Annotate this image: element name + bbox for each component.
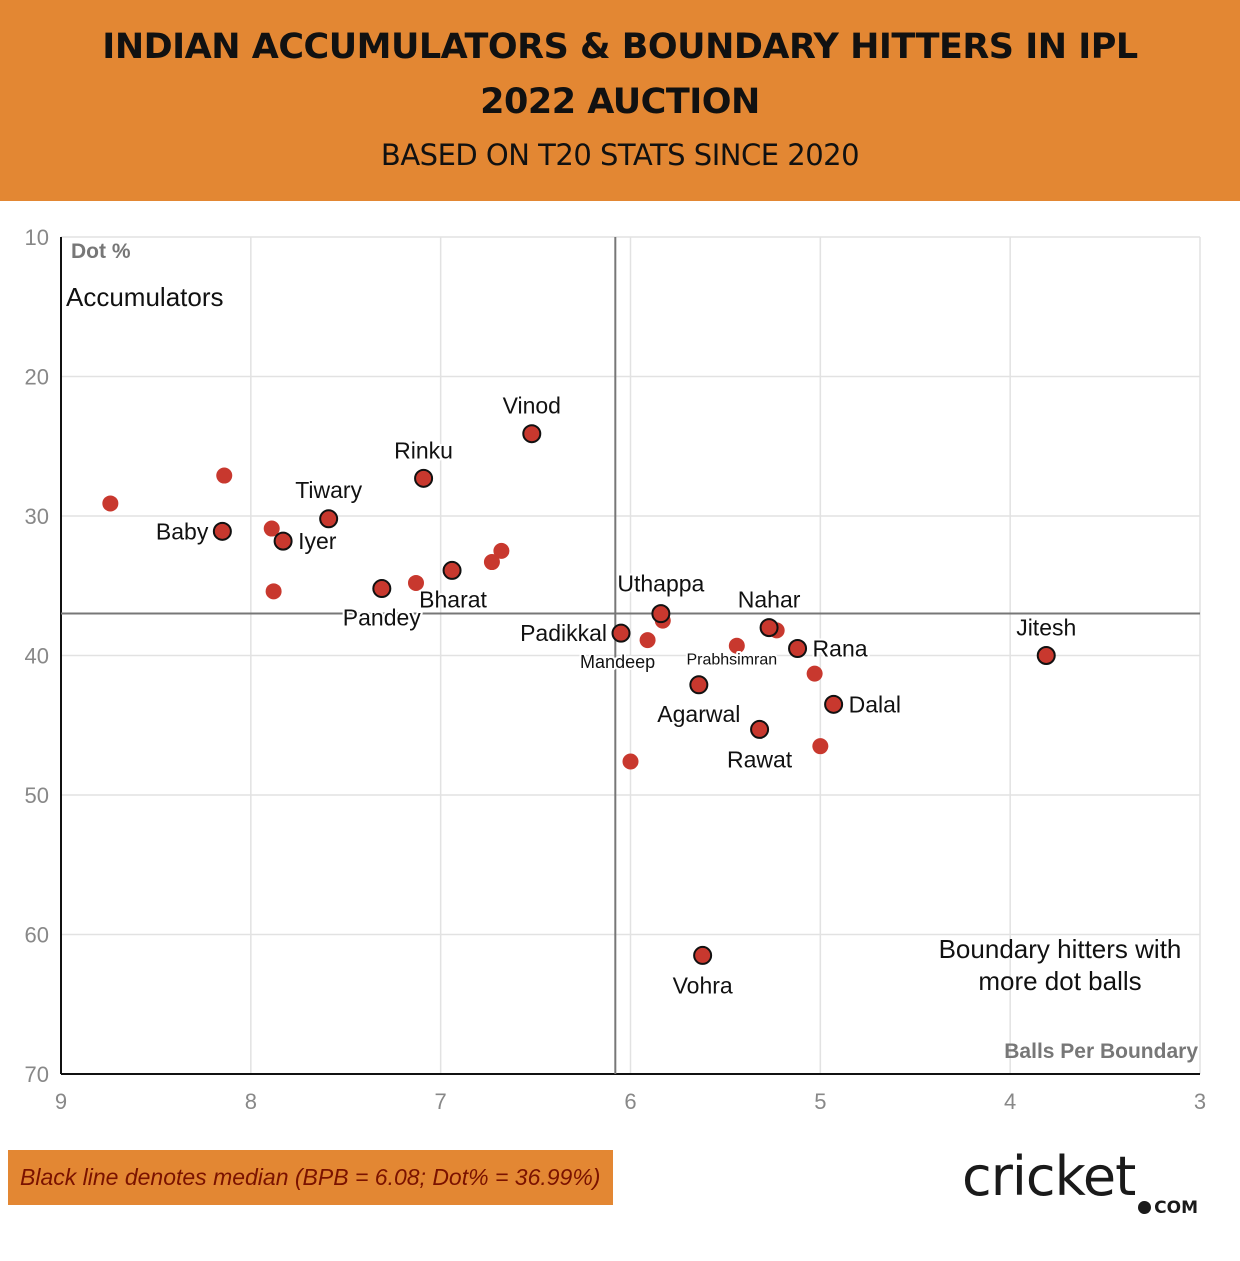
point-label-rinku: Rinku [394,437,453,463]
data-point [216,467,233,484]
point-label-padikkal: Padikkal [520,620,607,646]
data-point-jitesh [1036,646,1056,665]
point-label-tiwary: Tiwary [295,477,362,503]
point-label-rana: Rana [813,636,868,662]
logo-suffix: COM [1138,1198,1198,1218]
data-point [265,583,282,600]
chart-title: INDIAN ACCUMULATORS & BOUNDARY HITTERS I… [102,27,1138,122]
data-point-vinod [522,424,542,444]
median-note: Black line denotes median (BPB = 6.08; D… [8,1150,613,1205]
x-tick-label: 9 [55,1089,67,1114]
chart-header: INDIAN ACCUMULATORS & BOUNDARY HITTERS I… [0,0,1240,201]
data-point [812,738,829,755]
quadrant-label-boundary-hitters-line2: more dot balls [978,966,1141,996]
data-point [493,542,510,559]
scatter-plot: 9 8 7 6 5 4 3 10 20 30 40 50 60 70 Dot % Balls Per Boun… [25,225,1207,1114]
point-label-mandeep: Mandeep [580,652,655,672]
data-point [102,495,119,512]
quadrant-label-boundary-hitters-line1: Boundary hitters with [939,934,1182,964]
point-label-bharat: Bharat [419,586,487,612]
data-point [483,554,500,571]
x-tick-label: 8 [245,1089,257,1114]
point-label-nahar: Nahar [738,587,801,613]
point-label-uthappa: Uthappa [617,571,704,597]
y-tick-label: 40 [25,644,49,669]
data-point-rana [788,639,808,659]
y-axis-title: Dot % [71,240,131,263]
y-tick-label: 10 [25,225,49,250]
x-tick-label: 4 [1004,1089,1016,1114]
point-label-agarwal: Agarwal [657,701,740,727]
point-label-jitesh: Jitesh [1016,615,1076,641]
point-label-rawat: Rawat [727,746,793,772]
y-tick-label: 30 [25,504,49,529]
point-label-dalal: Dalal [849,691,901,717]
point-label-vinod: Vinod [503,393,561,419]
data-point-pandey [372,579,392,599]
x-tick-label: 6 [624,1089,636,1114]
data-point [806,665,823,682]
x-tick-label: 5 [814,1089,826,1114]
point-label-iyer: Iyer [298,528,337,554]
data-point-prabhsimran [728,637,745,654]
x-tick-label: 7 [435,1089,447,1114]
y-tick-label: 70 [25,1062,49,1087]
point-label-pandey: Pandey [343,605,422,631]
data-point [622,753,639,770]
point-label-vohra: Vohra [673,972,733,998]
y-tick-label: 50 [25,783,49,808]
data-point-iyer [273,531,293,551]
data-point-tiwary [319,509,339,529]
point-label-prabhsimran: Prabhsimran [686,652,777,669]
quadrant-label-accumulators: Accumulators [66,282,224,312]
data-point-agarwal [689,675,709,695]
data-point [407,574,424,591]
data-point-bharat [442,560,462,580]
data-point-rinku [414,468,434,488]
cricket-com-logo: cricket COM [962,1150,1202,1220]
data-point-dalal [824,694,844,714]
data-point-nahar [759,618,779,638]
data-point-padikkal [611,623,631,643]
data-point-mandeep [639,632,656,649]
data-point [263,520,280,537]
x-tick-label: 3 [1194,1089,1206,1114]
y-tick-label: 60 [25,923,49,948]
data-point-vohra [693,945,713,965]
y-tick-label: 20 [25,365,49,390]
chart-subtitle: BASED ON T20 STATS SINCE 2020 [380,138,860,172]
logo-wordmark: cricket [962,1145,1136,1208]
x-axis-title: Balls Per Boundary [1004,1040,1198,1063]
data-point-rawat [750,719,770,739]
point-label-baby: Baby [156,518,209,544]
data-point-baby [212,521,232,541]
data-point-uthappa [651,604,671,624]
